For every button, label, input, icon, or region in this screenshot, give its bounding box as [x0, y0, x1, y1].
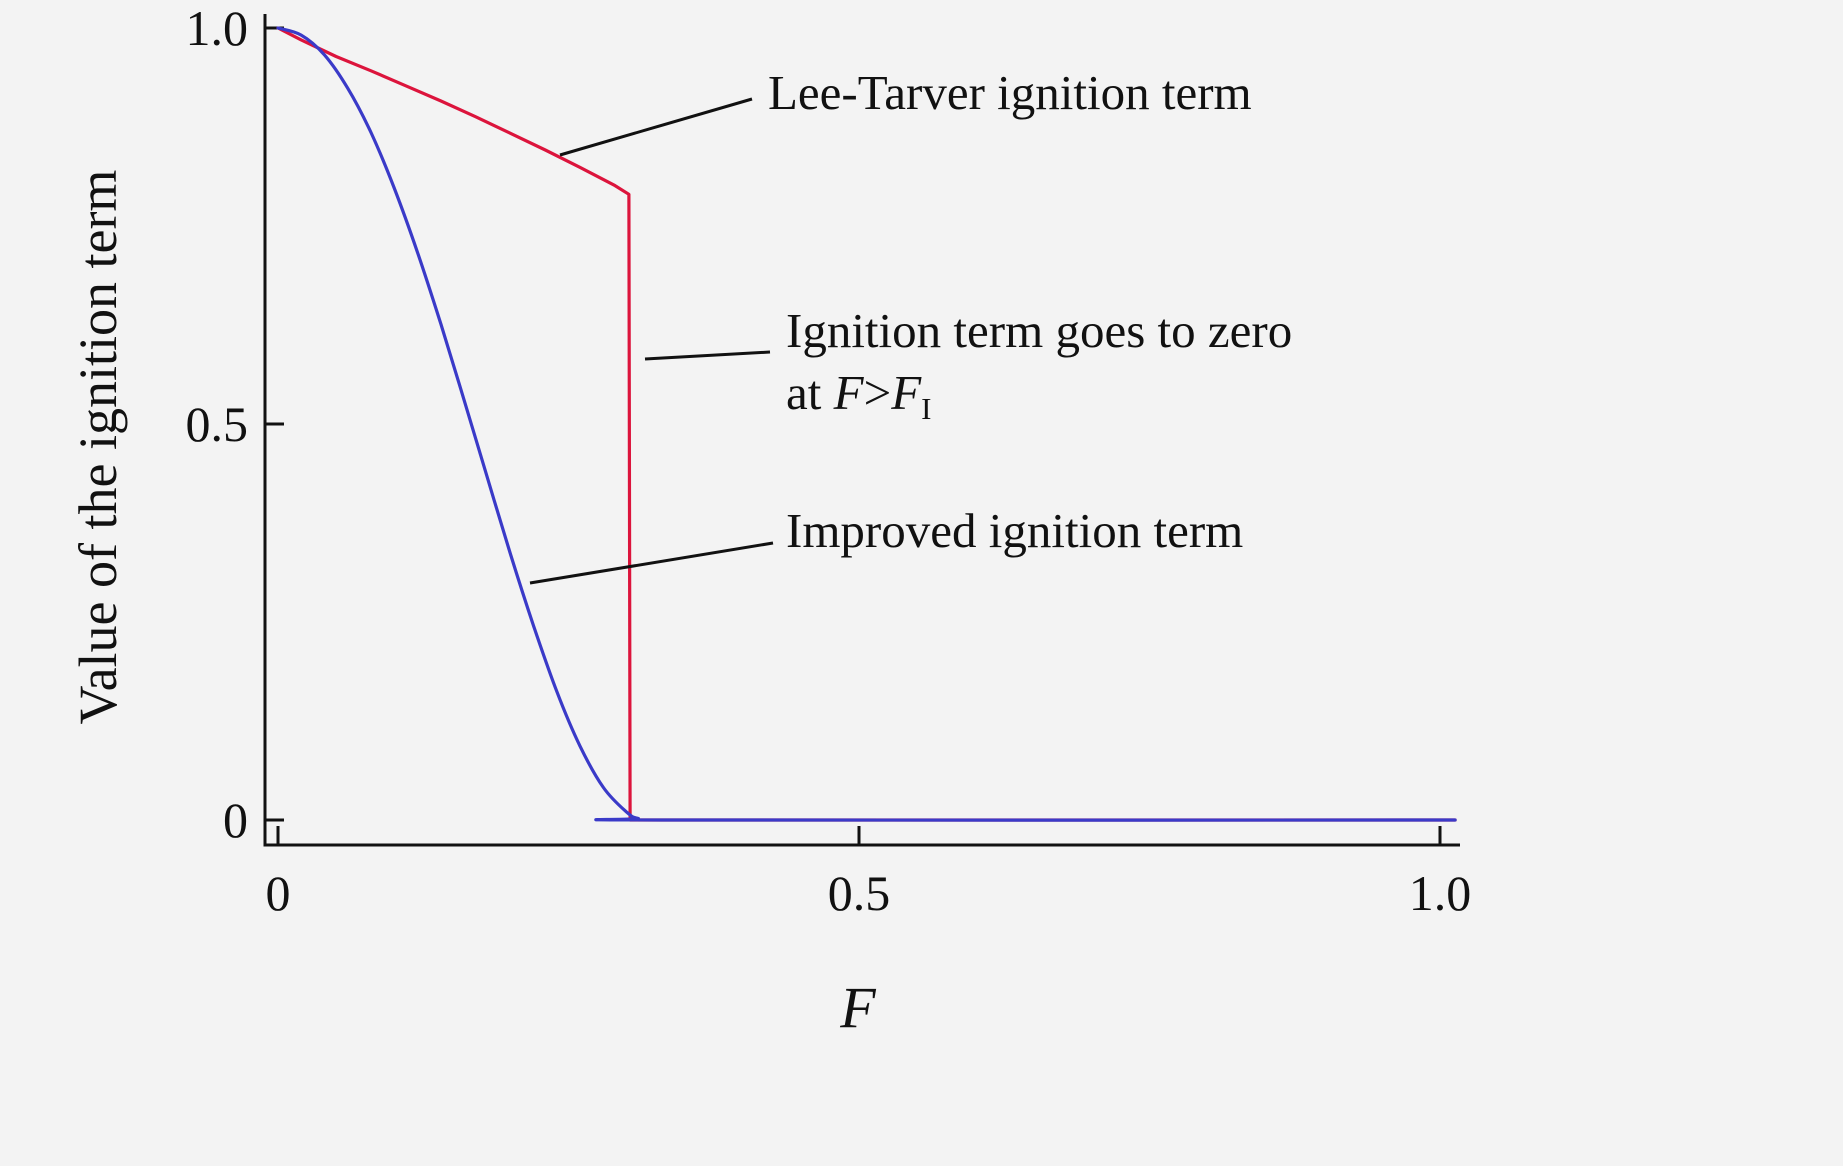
leader-line-2 — [529, 541, 774, 585]
annotation-text-segment: Lee-Tarver ignition term — [768, 65, 1252, 120]
y-tick-label: 0 — [223, 792, 248, 848]
annotation-line: Ignition term goes to zero — [786, 300, 1292, 362]
annotation-text-segment: Improved ignition term — [786, 503, 1244, 558]
leader-line-1 — [644, 350, 771, 361]
annotation-text-segment: at — [786, 365, 834, 421]
annotation-line: Lee-Tarver ignition term — [768, 62, 1252, 124]
y-axis-title: Value of the ignition term — [68, 169, 128, 725]
annotation-line: Improved ignition term — [786, 500, 1243, 562]
annotation-lee-tarver: Lee-Tarver ignition term — [768, 62, 1252, 124]
axis-frame — [263, 14, 1460, 847]
annotation-goes-to-zero: Ignition term goes to zero at F>FI — [786, 300, 1292, 429]
x-axis-title-text: F — [840, 975, 876, 1040]
annotation-text-segment: I — [921, 391, 932, 427]
annotation-text-segment: F — [891, 365, 922, 421]
y-tick-label: 0.5 — [186, 396, 249, 452]
series-line-0 — [276, 26, 1457, 822]
annotation-improved: Improved ignition term — [786, 500, 1243, 562]
annotation-text-segment: F — [833, 365, 864, 421]
annotation-text-segment: > — [863, 365, 892, 421]
series-line-1 — [276, 26, 1457, 822]
x-tick-label: 0 — [266, 865, 291, 921]
annotation-line: at F>FI — [786, 362, 1292, 428]
x-tick-label: 1.0 — [1409, 865, 1472, 921]
x-axis-title: F — [778, 974, 938, 1041]
x-tick-label: 0.5 — [828, 865, 891, 921]
leader-line-0 — [559, 97, 753, 157]
y-tick-label: 1.0 — [186, 0, 249, 56]
annotation-text-segment: Ignition term goes to zero — [786, 303, 1293, 358]
